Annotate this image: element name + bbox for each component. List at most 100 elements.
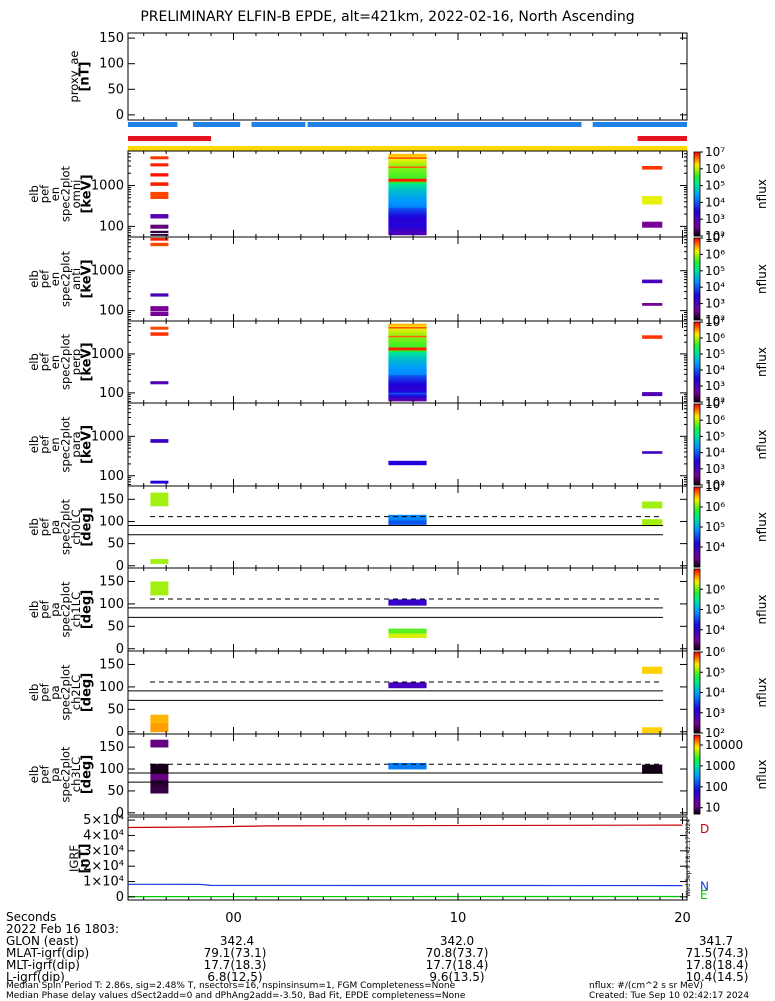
pa_ch0LC-frame [128, 486, 687, 568]
panel-pa_ch1LC-axes: 050100150elbpefpaspec2plotch1LC[deg]10⁴1… [27, 568, 769, 657]
spec_omni-cell [150, 225, 168, 229]
IGRF-ytick-label: 5×10⁴ [83, 813, 124, 828]
panel-spec_para-axes: 1001000elbpefenspec2plotpara[keV]10²10³1… [27, 397, 769, 492]
spec_omni-cell [150, 214, 168, 218]
blue-status-bar-segment [128, 122, 177, 127]
spec_omni-ztick-label: 10⁷ [705, 145, 725, 159]
spec_omni-zlabel: nflux [755, 179, 769, 209]
pa_ch1LC-ztick-label: 10⁴ [705, 623, 725, 637]
pa_ch3LC-ytick-label: 50 [107, 784, 124, 799]
spec_para-ztick-label: 10⁶ [705, 413, 725, 427]
proxy_ae-ytick-label: 0 [116, 108, 124, 123]
spec_omni-ytick-label: 1000 [91, 179, 124, 194]
panel-spec_omni-data [150, 154, 662, 236]
spec_perp-zlabel: nflux [755, 347, 769, 377]
pa_ch2LC-zlabel: nflux [755, 678, 769, 708]
IGRF-ytick-label: 4×10⁴ [83, 828, 124, 843]
spec_perp-ztick-label: 10³ [705, 379, 725, 393]
spec_para-ytick-label: 1000 [91, 429, 124, 444]
pa_ch0LC-cell [388, 515, 426, 521]
proxy_ae-ylabel: [nT] [78, 61, 93, 91]
spec_perp-ytick-label: 1000 [91, 347, 124, 362]
pa_ch1LC-ytick-label: 0 [116, 642, 124, 657]
pa_ch0LC-cell [642, 502, 662, 509]
spec_anti-cell [150, 312, 168, 317]
pa_ch1LC-ylabel: [deg] [80, 590, 95, 629]
pa_ch1LC-cell [388, 633, 426, 638]
panel-pa_ch0LC-axes: 050100150elbpefpaspec2plotch0LC[deg]10⁴1… [27, 480, 769, 574]
footer-nflux-units: nflux: #/(cm^2 s sr MeV) [589, 981, 703, 991]
pa_ch1LC-cell [388, 599, 426, 605]
pa_ch3LC-cell [150, 786, 168, 794]
IGRF-frame [128, 817, 687, 900]
yellow-status-bar-segment [128, 146, 687, 151]
pa_ch3LC-cell [642, 765, 662, 774]
pa_ch2LC-frame [128, 651, 687, 734]
pa_ch2LC-ylabel: [deg] [80, 673, 95, 712]
red-status-bar-segment [128, 136, 211, 141]
igrf-label-d: D [700, 822, 709, 836]
rotated-timestamp: Wed Sep 9 18:42:17 2024 [685, 819, 692, 897]
pa_ch0LC-ztick-label: 10⁶ [705, 500, 725, 514]
pa_ch0LC-cell [150, 559, 168, 564]
spec_omni-cell [388, 154, 426, 156]
spec_omni-ztick-label: 10⁴ [705, 195, 725, 209]
pa_ch0LC-cell [388, 520, 426, 525]
IGRF-ylabel: [nT] [78, 843, 93, 873]
pa_ch2LC-ztick-label: 10³ [705, 706, 725, 720]
spec_anti-ztick-label: 10⁴ [705, 280, 725, 294]
pa_ch1LC-cell [388, 629, 426, 634]
spec_anti-cell [150, 306, 168, 311]
spec_omni-cell [642, 196, 662, 204]
pa_ch3LC-ztick-label: 1000 [705, 759, 736, 773]
pa_ch2LC-cell [150, 715, 168, 724]
spec_para-frame [128, 403, 687, 486]
pa_ch3LC-ztick-label: 100 [705, 780, 728, 794]
spec_omni-ylabel: [keV] [80, 174, 95, 213]
spec_anti-ztick-label: 10³ [705, 297, 725, 311]
panel-pa_ch2LC-data [128, 667, 663, 733]
spec_anti-ytick-label: 1000 [91, 264, 124, 279]
blue-status-bar-segment [593, 122, 687, 127]
IGRF-ytick-label: 1×10⁴ [83, 875, 124, 890]
data-layer [128, 122, 687, 897]
pa_ch2LC-ztick-label: 10⁵ [705, 665, 725, 679]
spec_anti-ztick-label: 10⁵ [705, 264, 725, 278]
panel-spec_para-data [150, 439, 662, 484]
spec_omni-cell [150, 182, 168, 186]
spec_omni-cell [150, 173, 168, 176]
spec_anti-cell [150, 293, 168, 296]
proxy_ae-ytick-label: 50 [107, 82, 124, 97]
spec_omni-ztick-label: 10³ [705, 212, 725, 226]
spec_omni-cell [150, 231, 168, 233]
spec_omni-cell [642, 222, 662, 228]
spec_para-ztick-label: 10⁵ [705, 429, 725, 443]
spec_omni-cell [150, 156, 168, 159]
pa_ch2LC-cell [642, 727, 662, 733]
spec_para-ztick-label: 10³ [705, 462, 725, 476]
pa_ch2LC-ytick-label: 50 [107, 702, 124, 717]
igrf-series-D [128, 825, 683, 827]
spec_perp-ztick-label: 10⁶ [705, 331, 725, 345]
pa_ch2LC-cell [388, 682, 426, 688]
pa_ch2LC-ztick-label: 10⁴ [705, 686, 725, 700]
spec_para-cell [150, 439, 168, 443]
spec_perp-cell [150, 381, 168, 384]
panel-pa_ch1LC-data [128, 582, 663, 639]
spec_anti-ylabel: [keV] [80, 259, 95, 298]
spec_perp-cell [642, 335, 662, 339]
spec_perp-cell [150, 332, 168, 336]
spec_para-cell [642, 451, 662, 454]
pa_ch0LC-ylabel: [deg] [80, 507, 95, 546]
pa_ch3LC-ylabel: [deg] [80, 755, 95, 794]
pa_ch0LC-cell [150, 493, 168, 507]
panel-pa_ch3LC-axes: 050100150elbpefpaspec2plotch3LC[deg]1010… [27, 734, 769, 821]
spec_anti-cell [642, 280, 662, 284]
pa_ch3LC-zlabel: nflux [755, 760, 769, 790]
panel-spec_anti-data [150, 238, 662, 316]
spec_omni-ztick-label: 10⁶ [705, 162, 725, 176]
pa_ch3LC-ztick-label: 10000 [705, 738, 743, 752]
pa_ch0LC-ytick-label: 50 [107, 537, 124, 552]
pa_ch1LC-ytick-label: 100 [99, 597, 124, 612]
